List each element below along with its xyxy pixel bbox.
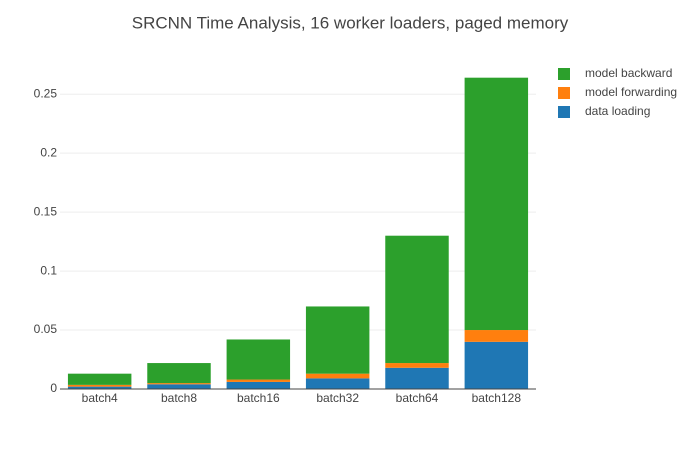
x-tick-label: batch4	[82, 391, 118, 405]
bar-segment	[226, 339, 291, 380]
bar-segment	[305, 378, 370, 389]
bar-segment	[67, 386, 132, 389]
bar-segment	[147, 363, 211, 384]
x-tick-label: batch128	[472, 391, 522, 405]
bar-segment	[67, 384, 132, 387]
y-tick-label: 0.2	[40, 145, 57, 159]
bar-segment	[385, 363, 449, 368]
bar-segment	[305, 306, 370, 374]
legend-label: model backward	[585, 66, 672, 80]
bar-segment	[385, 367, 449, 389]
legend-swatch	[558, 68, 570, 80]
y-tick-label: 0.25	[34, 86, 58, 100]
y-tick-label: 0	[50, 381, 57, 395]
legend-swatch	[558, 87, 570, 99]
chart-title: SRCNN Time Analysis, 16 worker loaders, …	[132, 13, 569, 32]
legend-swatch	[558, 106, 570, 118]
bar-segment	[385, 235, 449, 364]
x-tick-label: batch32	[316, 391, 359, 405]
bar-segment	[464, 330, 529, 342]
bar-segment	[464, 77, 529, 331]
y-tick-label: 0.1	[40, 263, 57, 277]
legend-label: model forwarding	[585, 85, 677, 99]
y-tick-label: 0.15	[34, 204, 58, 218]
bar-segment	[67, 373, 132, 385]
bar-segment	[226, 381, 291, 389]
bar-segment	[226, 379, 291, 382]
x-tick-label: batch64	[396, 391, 439, 405]
bar-segment	[147, 384, 211, 389]
bar-segment	[305, 373, 370, 379]
bar-segment	[464, 341, 529, 389]
bar-segment	[147, 383, 211, 385]
legend-label: data loading	[585, 104, 650, 118]
y-tick-label: 0.05	[34, 322, 58, 336]
x-tick-label: batch8	[161, 391, 197, 405]
x-tick-label: batch16	[237, 391, 280, 405]
